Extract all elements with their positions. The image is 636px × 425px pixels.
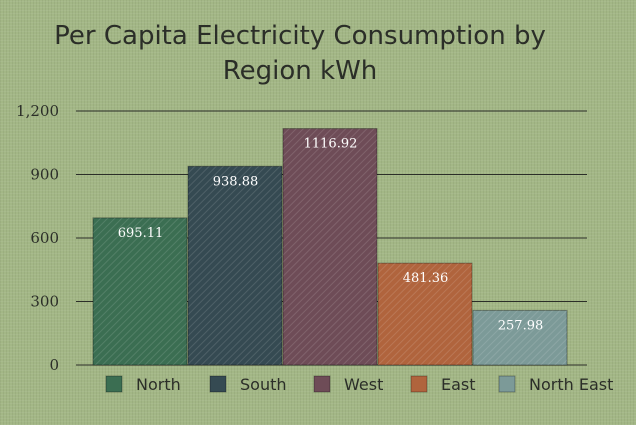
legend: North South West East North East: [105, 375, 613, 394]
legend-swatch-north: [105, 375, 123, 393]
chart-title-line-2: Region kWh: [223, 56, 378, 86]
legend-label-west: West: [344, 375, 383, 394]
legend-swatch-west: [313, 375, 331, 393]
legend-label-south: South: [240, 375, 287, 394]
bar-texture-4: [473, 310, 567, 365]
bar-texture-0: [93, 217, 187, 365]
legend-label-north-east: North East: [529, 375, 613, 394]
data-labels: 695.11 938.88 1116.92 481.36 257.98: [118, 137, 544, 334]
legend-swatch-east: [410, 375, 428, 393]
legend-label-north: North: [136, 375, 181, 394]
y-tick-label-2: 600: [30, 229, 59, 247]
y-tick-label-0: 0: [49, 356, 59, 374]
data-label-3: 481.36: [403, 271, 449, 286]
legend-swatch-north-east: [498, 375, 516, 393]
data-label-4: 257.98: [498, 318, 544, 333]
chart-title-line-1: Per Capita Electricity Consumption by: [54, 21, 546, 51]
data-label-2: 1116.92: [304, 137, 358, 152]
y-tick-label-3: 900: [30, 166, 59, 184]
y-axis-tick-labels: 0 300 600 900 1,200: [16, 102, 59, 374]
data-label-0: 695.11: [118, 226, 164, 241]
bar-texture-2: [283, 128, 377, 365]
legend-swatch-south: [209, 375, 227, 393]
legend-label-east: East: [441, 375, 476, 394]
data-label-1: 938.88: [213, 174, 259, 189]
y-tick-label-1: 300: [30, 293, 59, 311]
y-tick-label-4: 1,200: [16, 102, 59, 120]
bar-texture-3: [378, 263, 472, 365]
bar-texture-1: [188, 166, 282, 365]
bars: [92, 128, 568, 366]
